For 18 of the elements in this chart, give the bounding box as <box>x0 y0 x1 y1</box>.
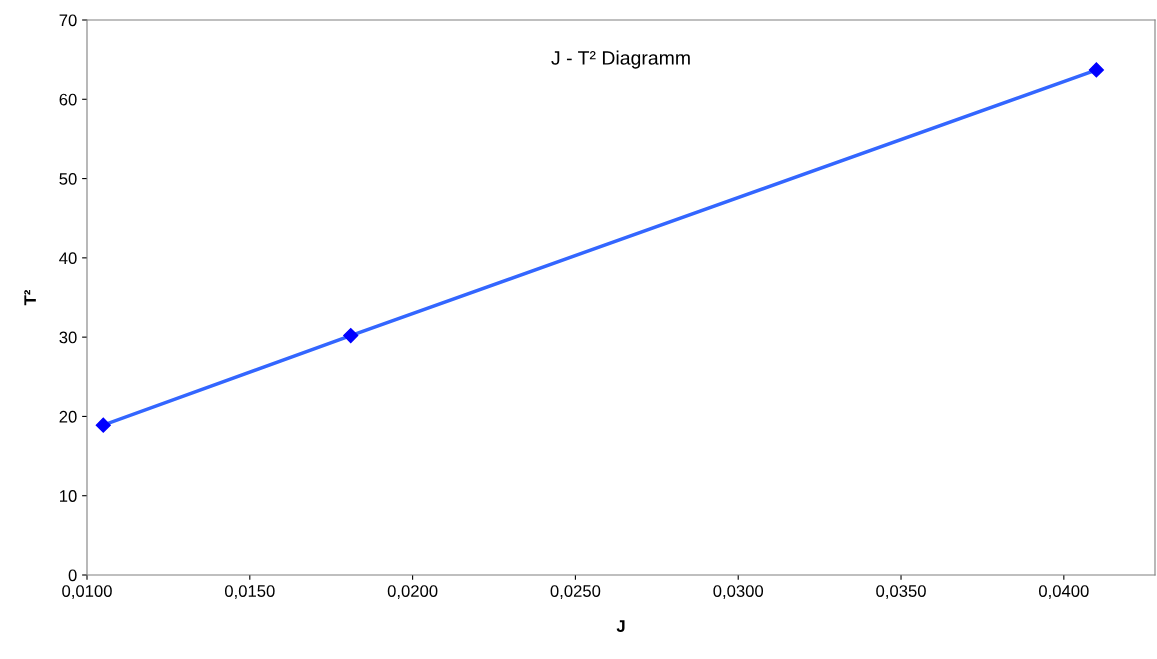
x-tick-label: 0,0100 <box>62 585 112 599</box>
y-tick-label: 70 <box>59 14 77 27</box>
y-tick-label: 60 <box>59 93 77 106</box>
y-tick-label: 0 <box>68 569 77 582</box>
y-axis-title: T² <box>24 289 36 306</box>
x-tick-label: 0,0200 <box>387 585 438 599</box>
x-tick-label: 0,0250 <box>550 585 601 599</box>
y-tick-label: 50 <box>59 172 77 185</box>
y-tick-label: 30 <box>59 331 77 344</box>
text: J - T² Diagramm <box>551 50 690 69</box>
y-tick-label: 40 <box>59 252 77 265</box>
x-tick-label: 0,0300 <box>713 585 764 599</box>
x-tick-label: 0,0150 <box>224 585 275 599</box>
y-tick-label: 20 <box>59 410 77 423</box>
y-tick-label: 10 <box>60 490 77 502</box>
x-tick-label: 0,0400 <box>1038 585 1089 599</box>
x-axis-title: J <box>616 620 625 632</box>
x-tick-label: 0,0350 <box>876 585 926 599</box>
